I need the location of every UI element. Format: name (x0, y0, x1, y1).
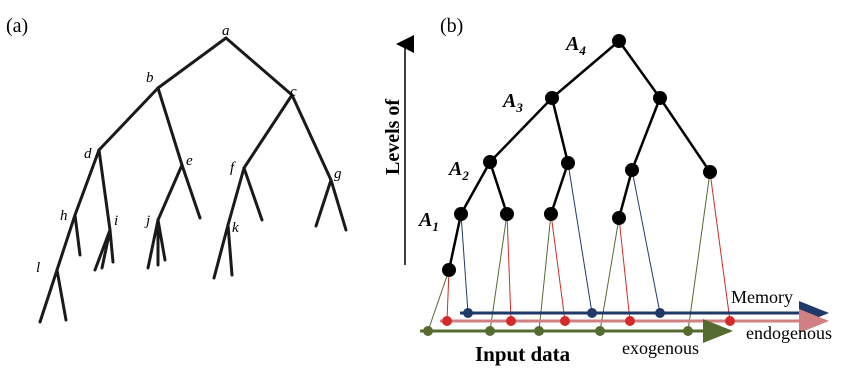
level-label-a3: A3 (501, 90, 523, 115)
sketch-node-f: f (230, 160, 236, 176)
endogenous-node (560, 316, 570, 326)
sketch-node-k: k (232, 220, 239, 236)
levels-axis-label: Levels of (382, 99, 404, 175)
memory-stream-nodes (463, 308, 665, 318)
exogenous-node (683, 326, 693, 336)
edge (488, 161, 509, 215)
edge (550, 97, 570, 164)
exogenous-node (485, 326, 495, 336)
input-data-label: Input data (475, 342, 571, 366)
connector-endogenous (550, 213, 566, 322)
panel-b-label: (b) (440, 15, 463, 37)
sketch-node-d: d (84, 146, 92, 162)
stream-connectors (427, 162, 731, 332)
edge (447, 213, 463, 271)
sketch-node-b: b (146, 70, 154, 86)
endogenous-node (625, 316, 635, 326)
endogenous-node (725, 316, 735, 326)
node-a1 (544, 207, 558, 221)
node-a1 (454, 207, 468, 221)
edge (459, 161, 492, 215)
connector-endogenous (709, 171, 731, 322)
endogenous-node (442, 316, 452, 326)
memory-node (463, 308, 473, 318)
hierarchy-nodes (442, 34, 717, 277)
exogenous-node (595, 326, 605, 336)
node-a2 (561, 156, 575, 170)
edge (630, 97, 662, 171)
sketch-node-c: c (290, 84, 297, 100)
exogenous-stream-nodes (423, 326, 693, 336)
edge (658, 97, 712, 173)
level-label-a2: A2 (447, 158, 469, 183)
node-a1 (500, 207, 514, 221)
endogenous-stream-nodes (442, 316, 735, 326)
connector-exogenous (427, 269, 450, 332)
level-label-a4: A4 (564, 33, 586, 58)
sketch-node-j: j (144, 213, 150, 229)
sketch-node-i: i (114, 213, 118, 229)
panel-a-label: (a) (6, 15, 28, 37)
node-a3-right (653, 91, 667, 105)
node-a4 (612, 34, 626, 48)
connector-memory (460, 213, 469, 314)
node-a2 (703, 165, 717, 179)
sketch-tree-branches (38, 36, 348, 324)
panel-a: (a) (6, 15, 348, 324)
node-a3 (545, 91, 559, 105)
sketch-node-a: a (222, 23, 230, 39)
edge (617, 40, 662, 99)
connector-exogenous (687, 171, 711, 332)
panel-b: (b) Levels of A4 A3 A2 A1 (382, 15, 832, 366)
edge (489, 97, 553, 163)
connector-endogenous (618, 217, 631, 322)
connector-endogenous (506, 213, 512, 322)
memory-node (587, 308, 597, 318)
endogenous-label: endogenous (746, 323, 832, 343)
connector-endogenous (446, 269, 450, 322)
exogenous-node (534, 326, 544, 336)
hierarchy-edges (447, 40, 712, 271)
edge (549, 162, 570, 215)
edge (551, 40, 620, 99)
level-label-a1: A1 (417, 209, 439, 234)
memory-label: Memory (731, 287, 793, 307)
node-a2 (483, 155, 497, 169)
connector-memory (631, 169, 661, 314)
node-a0 (442, 263, 456, 277)
edge (617, 169, 634, 219)
connector-memory (567, 162, 593, 314)
sketch-node-h: h (60, 208, 68, 224)
sketch-node-l: l (36, 260, 40, 276)
exogenous-label: exogenous (622, 338, 699, 358)
sketch-node-g: g (334, 166, 342, 182)
memory-node (655, 308, 665, 318)
endogenous-node (506, 316, 516, 326)
exogenous-node (423, 326, 433, 336)
node-a2 (625, 163, 639, 177)
sketch-node-e: e (186, 153, 193, 169)
sketch-tree-node-labels: a b c d e f g h i j k l (36, 23, 342, 276)
node-a1 (612, 211, 626, 225)
